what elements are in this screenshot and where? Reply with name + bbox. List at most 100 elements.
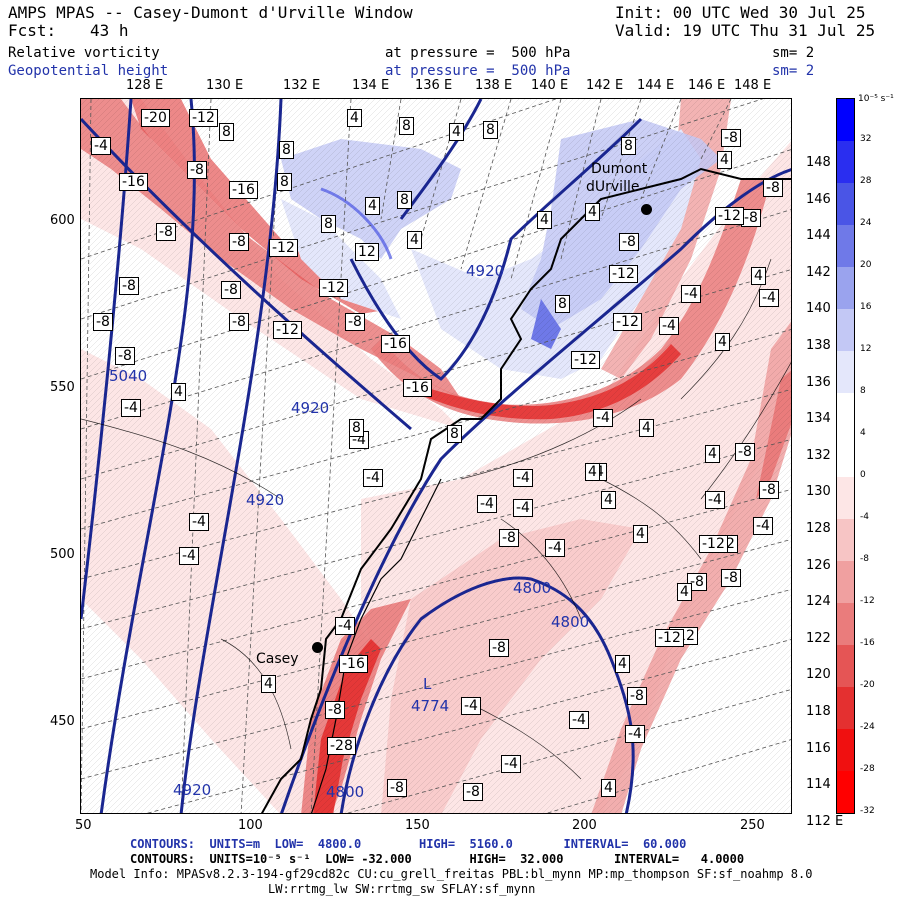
vorticity-label: -4 — [705, 491, 725, 509]
vorticity-label: 8 — [321, 215, 336, 233]
vorticity-label: -8 — [741, 209, 761, 227]
top-lon-label: 128 E — [126, 78, 164, 93]
colorbar-tick-label: 32 — [860, 134, 872, 144]
colorbar-unit: 10⁻⁵ s⁻¹ — [858, 94, 894, 104]
colorbar-cell — [837, 267, 854, 309]
vorticity-label: 8 — [621, 137, 636, 155]
vorticity-label: 8 — [397, 191, 412, 209]
vorticity-label: -12 — [319, 279, 348, 297]
vorticity-label: -4 — [513, 499, 533, 517]
vorticity-label: -12 — [269, 239, 298, 257]
vorticity-label: -8 — [687, 573, 707, 591]
vorticity-label: -4 — [335, 617, 355, 635]
vorticity-label: -16 — [381, 335, 410, 353]
height-contour-label: 4920 — [466, 262, 505, 280]
vorticity-label: -12 — [613, 313, 642, 331]
vorticity-label: -4 — [461, 697, 481, 715]
right-lat-label: 130 E — [806, 484, 844, 500]
colorbar-tick-label: 24 — [860, 218, 872, 228]
height-contour-label: 4800 — [326, 783, 365, 801]
vorticity-label: -4 — [501, 755, 521, 773]
vorticity-label: 8 — [277, 173, 292, 191]
low-center-value: 4774 — [411, 697, 450, 715]
height-contour-label: 4800 — [513, 579, 552, 597]
vorticity-label: -4 — [681, 285, 701, 303]
vorticity-label: 4 — [601, 779, 616, 797]
vorticity-label: 4 — [751, 267, 766, 285]
top-lon-label: 132 E — [283, 78, 321, 93]
vorticity-label: -4 — [363, 469, 383, 487]
footer-model-info-2: LW:rrtmg_lw SW:rrtmg_sw SFLAY:sf_mynn — [268, 882, 536, 896]
vorticity-label: 8 — [399, 117, 414, 135]
colorbar-cell — [837, 561, 854, 603]
vorticity-label: -8 — [115, 347, 135, 365]
colorbar-cell — [837, 99, 854, 141]
vorticity-label: -4 — [545, 539, 565, 557]
right-lat-label: 136 E — [806, 374, 844, 390]
vorticity-label: -8 — [627, 687, 647, 705]
vorticity-label: -4 — [753, 517, 773, 535]
colorbar-tick-label: -24 — [860, 722, 875, 732]
height-contour-label: 4920 — [291, 399, 330, 417]
vorticity-label: -8 — [463, 783, 483, 801]
right-lat-label: 134 E — [806, 411, 844, 427]
dumont-station-marker — [641, 204, 652, 215]
vorticity-label: 4 — [585, 203, 600, 221]
vorticity-label: 4 — [261, 675, 276, 693]
colorbar-tick-label: 28 — [860, 176, 872, 186]
vorticity-label: -8 — [156, 223, 176, 241]
vorticity-label: 8 — [483, 121, 498, 139]
fcst-value: 43 h — [90, 21, 129, 40]
right-lat-label: 140 E — [806, 301, 844, 317]
right-lat-label: 126 E — [806, 557, 844, 573]
vorticity-label: 4 — [347, 109, 362, 127]
right-lat-label: 146 E — [806, 191, 844, 207]
top-lon-label: 138 E — [475, 78, 513, 93]
field2-name: Geopotential height — [8, 63, 169, 79]
fcst-label: Fcst: — [8, 21, 57, 40]
colorbar-cell — [837, 603, 854, 645]
vorticity-label: -8 — [721, 129, 741, 147]
vorticity-label: 4 — [407, 231, 422, 249]
vorticity-label: 4 — [365, 197, 380, 215]
vorticity-label: -4 — [625, 725, 645, 743]
y-tick-label: 500 — [50, 547, 75, 562]
colorbar-tick-label: 0 — [860, 470, 866, 480]
vorticity-label: -8 — [229, 233, 249, 251]
colorbar-tick-label: -28 — [860, 764, 875, 774]
height-contour-label: 4920 — [173, 781, 212, 799]
colorbar-tick-label: 12 — [860, 344, 872, 354]
vorticity-label: 4 — [639, 419, 654, 437]
colorbar-tick-label: -4 — [860, 512, 869, 522]
colorbar-cell — [837, 141, 854, 183]
vorticity-label: -8 — [619, 233, 639, 251]
vorticity-label: -28 — [327, 737, 356, 755]
vorticity-label: -8 — [119, 277, 139, 295]
vorticity-label: -12 — [571, 351, 600, 369]
right-lat-label: 112 E — [806, 813, 844, 829]
vorticity-label: -12 — [273, 321, 302, 339]
height-contour-label: 5040 — [109, 367, 148, 385]
colorbar-tick-label: 4 — [860, 428, 866, 438]
vorticity-label: -12 — [699, 535, 728, 553]
vorticity-label: -16 — [403, 379, 432, 397]
low-center-label: L — [423, 675, 432, 693]
x-tick-label: 250 — [740, 818, 765, 833]
vorticity-label: -12 — [189, 109, 218, 127]
field2-level: at pressure = 500 hPa — [385, 63, 571, 79]
top-lon-label: 136 E — [415, 78, 453, 93]
durville-label: dUrville — [586, 179, 640, 195]
colorbar-tick-label: 16 — [860, 302, 872, 312]
colorbar-tick-label: 8 — [860, 386, 866, 396]
field2-smooth: sm= 2 — [772, 63, 815, 79]
height-contour-label: 4920 — [246, 491, 285, 509]
height-contour-label: 4800 — [551, 613, 590, 631]
top-lon-label: 134 E — [352, 78, 390, 93]
vorticity-label: -8 — [325, 701, 345, 719]
vorticity-label: -8 — [763, 179, 783, 197]
vorticity-label: -20 — [141, 109, 170, 127]
init-time: Init: 00 UTC Wed 30 Jul 25 — [615, 3, 866, 22]
colorbar-tick-label: -16 — [860, 638, 875, 648]
vorticity-label: -4 — [477, 495, 497, 513]
colorbar-tick-label: -32 — [860, 806, 875, 816]
